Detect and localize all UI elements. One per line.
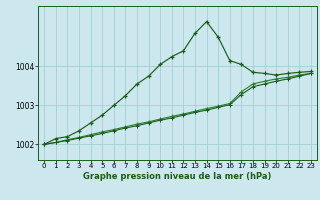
X-axis label: Graphe pression niveau de la mer (hPa): Graphe pression niveau de la mer (hPa) [84, 172, 272, 181]
